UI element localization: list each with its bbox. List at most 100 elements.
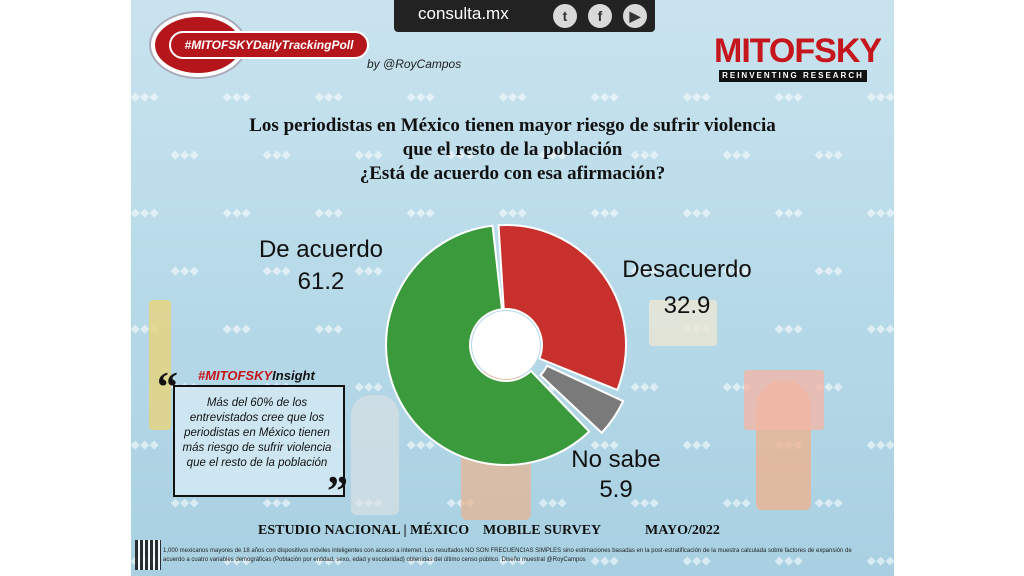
slice-desacuerdo: [497, 224, 627, 392]
watermark-mark: ◆◆◆: [591, 91, 620, 103]
top-bar: consulta.mx t f ▶: [394, 0, 655, 32]
watermark-mark: ◆◆◆: [815, 265, 844, 277]
watermark-mark: ◆◆◆: [407, 91, 436, 103]
watermark-mark: ◆◆◆: [223, 555, 252, 567]
watermark-mark: ◆◆◆: [131, 439, 160, 451]
watermark-mark: ◆◆◆: [263, 497, 292, 509]
decor-sign-left: [149, 300, 171, 430]
insight-box: [173, 385, 345, 497]
watermark-mark: ◆◆◆: [407, 439, 436, 451]
watermark-mark: ◆◆◆: [223, 91, 252, 103]
watermark-mark: ◆◆◆: [355, 149, 384, 161]
watermark-mark: ◆◆◆: [263, 149, 292, 161]
watermark-mark: ◆◆◆: [499, 555, 528, 567]
question-line-1: Los periodistas en México tienen mayor r…: [249, 115, 776, 136]
question-line-2: que el resto de la población: [402, 139, 623, 160]
watermark-mark: ◆◆◆: [447, 149, 476, 161]
watermark-mark: ◆◆◆: [683, 555, 712, 567]
watermark-mark: ◆◆◆: [867, 91, 894, 103]
watermark-mark: ◆◆◆: [775, 555, 804, 567]
watermark-mark: ◆◆◆: [407, 207, 436, 219]
watermark-mark: ◆◆◆: [355, 381, 384, 393]
decor-hand-left: [351, 395, 399, 515]
insight-text: Más del 60% de los entrevistados cree qu…: [182, 397, 332, 469]
watermark-mark: ◆◆◆: [631, 149, 660, 161]
watermark-mark: ◆◆◆: [867, 207, 894, 219]
watermark-mark: ◆◆◆: [591, 439, 620, 451]
watermark-mark: ◆◆◆: [631, 381, 660, 393]
label-desacuerdo-name: Desacuerdo: [622, 256, 752, 283]
watermark-mark: ◆◆◆: [775, 207, 804, 219]
label-no-sabe-name: No sabe: [571, 446, 661, 473]
donut-hole: [472, 311, 540, 379]
watermark-mark: ◆◆◆: [683, 91, 712, 103]
watermark-mark: ◆◆◆: [539, 149, 568, 161]
watermark-mark: ◆◆◆: [867, 555, 894, 567]
slice-de-acuerdo: [385, 224, 591, 466]
watermark-mark: ◆◆◆: [315, 207, 344, 219]
infographic-card: ◆◆◆ ◆◆◆ ◆◆◆ ◆◆◆ ◆◆◆ ◆◆◆ ◆◆◆ ◆◆◆ ◆◆◆ ◆◆◆ ◆◆◆ ◆◆◆ ◆◆◆ ◆…: [131, 0, 894, 576]
watermark-mark: ◆◆◆: [683, 439, 712, 451]
hashtag-badge: #MITOFSKYDailyTrackingPoll: [169, 31, 369, 59]
footer-fine-print: 1,000 mexicanos mayores de 18 años con d…: [163, 548, 852, 563]
watermark-mark: ◆◆◆: [171, 265, 200, 277]
label-de-acuerdo-value: 61.2: [297, 268, 345, 295]
footer-mode: MOBILE SURVEY: [483, 523, 602, 538]
open-quote-icon: “: [157, 365, 178, 411]
label-desacuerdo: Desacuerdo 32.9: [617, 256, 757, 320]
watermark-mark: ◆◆◆: [223, 207, 252, 219]
brand-logo: MITOFSKY: [714, 32, 882, 70]
insight-title: #MITOFSKYInsight: [198, 368, 315, 383]
watermark-mark: ◆◆◆: [499, 207, 528, 219]
label-de-acuerdo: De acuerdo 61.2: [251, 236, 391, 296]
label-desacuerdo-value: 32.9: [663, 292, 711, 319]
qr-code-icon: [135, 540, 161, 570]
slice-no-sabe: [539, 364, 625, 435]
byline: by @RoyCampos: [367, 57, 462, 71]
watermark-mark: ◆◆◆: [131, 207, 160, 219]
watermark-mark: ◆◆◆: [815, 149, 844, 161]
insight-title-red: #MITOFSKY: [198, 368, 273, 383]
label-no-sabe: No sabe 5.9: [561, 446, 671, 504]
watermark-mark: ◆◆◆: [775, 91, 804, 103]
brand-tagline: REINVENTING RESEARCH: [719, 70, 867, 82]
watermark-mark: ◆◆◆: [683, 207, 712, 219]
watermark-mark: ◆◆◆: [867, 323, 894, 335]
decor-sign-right: [744, 370, 824, 430]
watermark-mark: ◆◆◆: [539, 497, 568, 509]
footer-study: ESTUDIO NACIONAL | MÉXICO: [258, 523, 470, 538]
question-line-3: ¿Está de acuerdo con esa afirmación?: [359, 163, 666, 184]
watermark-mark: ◆◆◆: [223, 323, 252, 335]
watermark-mark: ◆◆◆: [723, 265, 752, 277]
watermark-mark: ◆◆◆: [723, 497, 752, 509]
watermark-mark: ◆◆◆: [499, 91, 528, 103]
label-no-sabe-value: 5.9: [599, 476, 633, 503]
youtube-icon[interactable]: ▶: [623, 4, 647, 28]
watermark-mark: ◆◆◆: [631, 265, 660, 277]
watermark-mark: ◆◆◆: [263, 265, 292, 277]
decor-card-right: [649, 300, 717, 346]
watermark-mark: ◆◆◆: [407, 555, 436, 567]
watermark-mark: ◆◆◆: [867, 439, 894, 451]
facebook-icon[interactable]: f: [588, 4, 612, 28]
watermark-mark: ◆◆◆: [171, 497, 200, 509]
twitter-icon[interactable]: t: [553, 4, 577, 28]
watermark-mark: ◆◆◆: [815, 497, 844, 509]
site-url[interactable]: consulta.mx: [418, 4, 509, 23]
watermark-mark: ◆◆◆: [631, 497, 660, 509]
watermark-mark: ◆◆◆: [591, 207, 620, 219]
footer-date: MAYO/2022: [645, 523, 720, 538]
close-quote-icon: ”: [327, 469, 348, 515]
watermark-mark: ◆◆◆: [131, 91, 160, 103]
watermark-mark: ◆◆◆: [775, 323, 804, 335]
label-de-acuerdo-name: De acuerdo: [258, 236, 384, 263]
insight-title-black: Insight: [272, 368, 315, 383]
watermark-mark: ◆◆◆: [171, 149, 200, 161]
watermark-mark: ◆◆◆: [723, 381, 752, 393]
watermark-mark: ◆◆◆: [591, 555, 620, 567]
watermark-mark: ◆◆◆: [723, 149, 752, 161]
donut-chart: [385, 224, 627, 466]
watermark-mark: ◆◆◆: [315, 323, 344, 335]
watermark-mark: ◆◆◆: [355, 265, 384, 277]
watermark-mark: ◆◆◆: [315, 555, 344, 567]
